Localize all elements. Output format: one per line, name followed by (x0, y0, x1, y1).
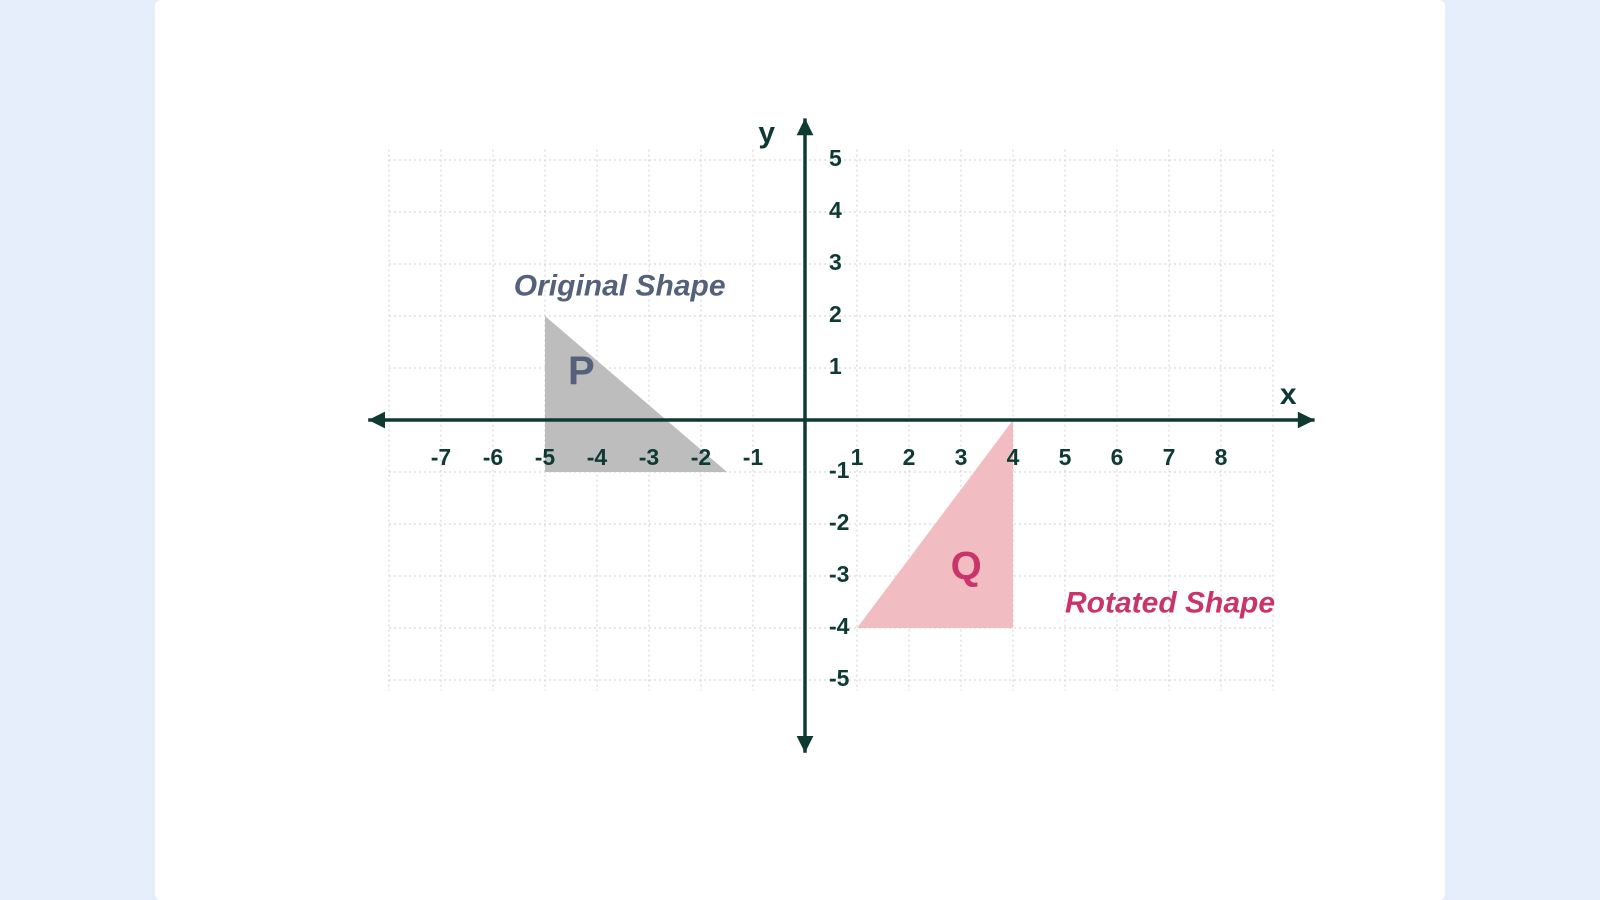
y-tick-label: 4 (829, 197, 842, 223)
x-tick-label: 4 (1007, 444, 1020, 470)
x-tick-label: 5 (1059, 444, 1072, 470)
coordinate-chart: PQyx-7-6-5-4-3-2-112345678-5-4-3-2-11234… (200, 50, 1400, 850)
x-tick-label: -5 (535, 444, 556, 470)
y-tick-label: 3 (829, 249, 842, 275)
axis-arrow-right-icon (1298, 412, 1315, 429)
x-tick-label: -2 (691, 444, 711, 470)
x-tick-label: -6 (483, 444, 503, 470)
x-tick-label: -3 (639, 444, 659, 470)
y-tick-label: 1 (829, 353, 842, 379)
y-tick-label: 5 (829, 145, 842, 171)
x-tick-label: -4 (587, 444, 608, 470)
y-tick-label: -4 (829, 613, 850, 639)
y-tick-label: -1 (829, 457, 850, 483)
x-axis-label: x (1280, 378, 1297, 411)
x-tick-label: 3 (955, 444, 968, 470)
y-tick-label: -5 (829, 665, 850, 691)
x-tick-label: 1 (851, 444, 864, 470)
axis-arrow-left-icon (368, 412, 385, 429)
x-tick-label: -1 (743, 444, 764, 470)
annotation-1: Rotated Shape (1065, 587, 1275, 620)
y-tick-label: -3 (829, 561, 849, 587)
page-background: PQyx-7-6-5-4-3-2-112345678-5-4-3-2-11234… (0, 0, 1600, 900)
axis-arrow-up-icon (797, 118, 814, 135)
shape-label-Q: Q (951, 544, 982, 588)
shape-label-P: P (568, 349, 595, 393)
x-tick-label: -7 (431, 444, 451, 470)
x-tick-label: 7 (1163, 444, 1176, 470)
annotation-0: Original Shape (514, 269, 726, 302)
x-tick-label: 2 (903, 444, 916, 470)
x-tick-label: 6 (1111, 444, 1124, 470)
y-tick-label: -2 (829, 509, 849, 535)
chart-panel: PQyx-7-6-5-4-3-2-112345678-5-4-3-2-11234… (155, 0, 1445, 900)
axis-arrow-down-icon (797, 736, 814, 753)
x-tick-label: 8 (1215, 444, 1228, 470)
y-axis-label: y (758, 116, 775, 149)
y-tick-label: 2 (829, 301, 842, 327)
